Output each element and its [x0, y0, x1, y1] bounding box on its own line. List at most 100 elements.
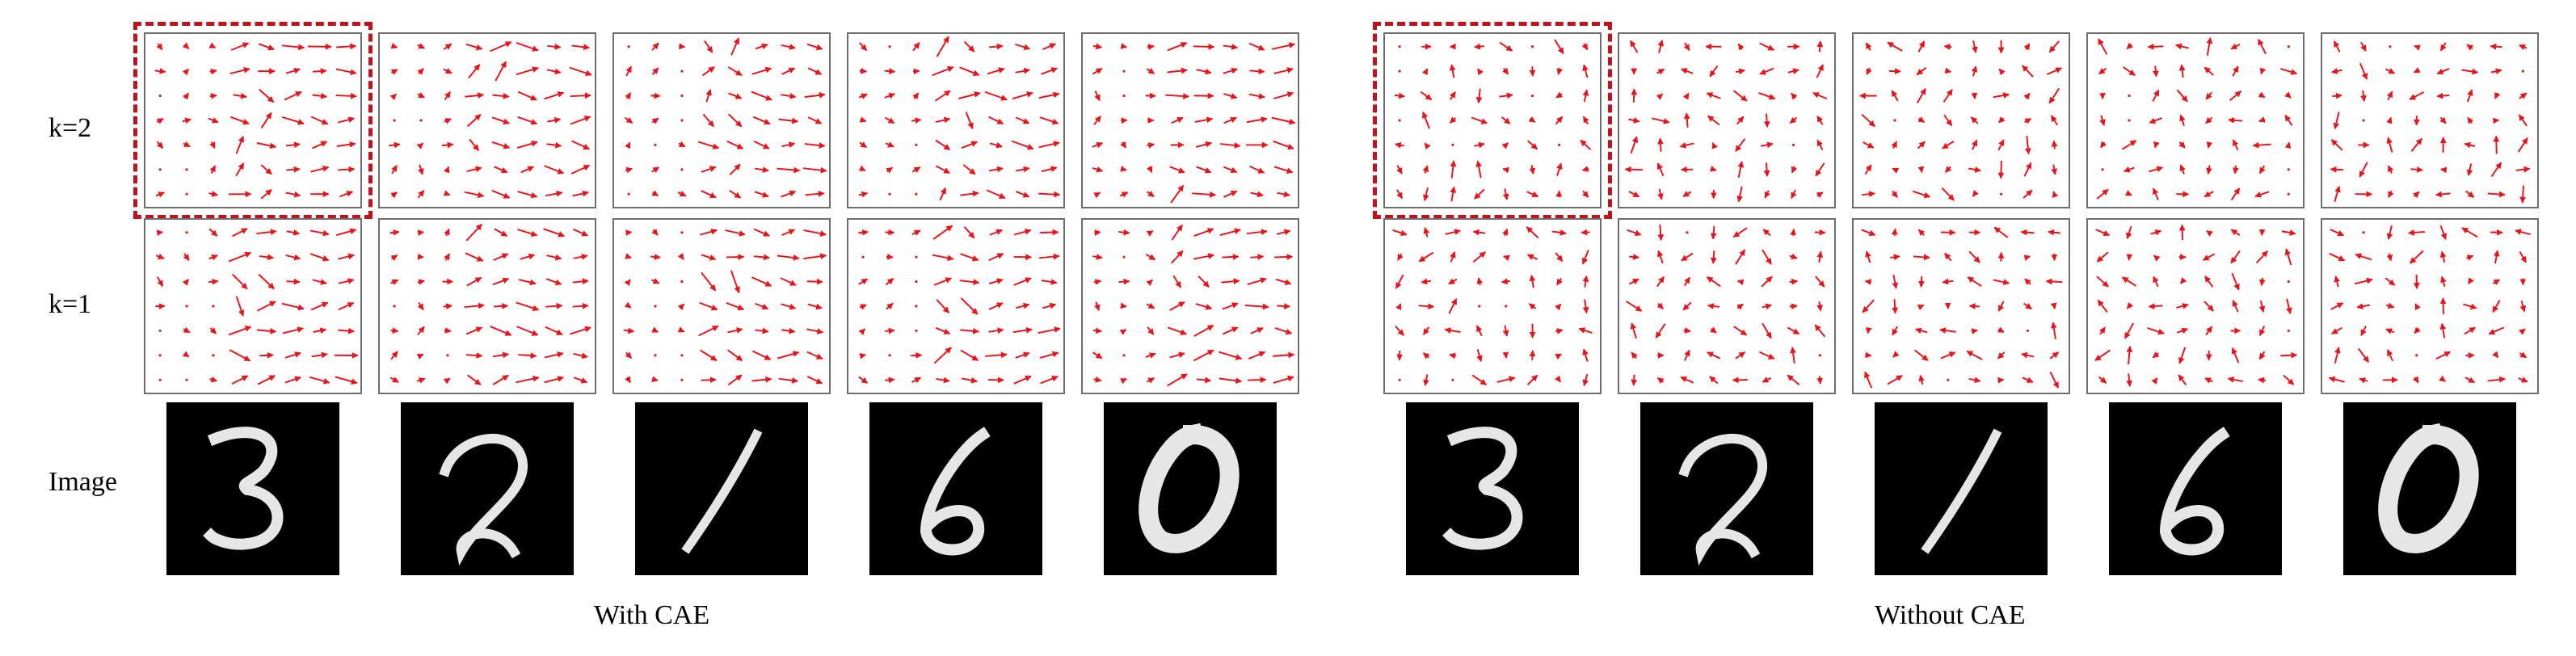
field-arrow	[753, 141, 770, 149]
field-point	[1122, 94, 1126, 98]
field-point	[915, 255, 918, 259]
digit-stroke	[439, 434, 528, 566]
field-arrow	[1396, 165, 1403, 175]
field-arrow	[1862, 299, 1875, 313]
field-arrow	[182, 42, 190, 49]
field-arrow	[2466, 163, 2473, 176]
field-arrow	[806, 43, 823, 51]
field-arrow	[1762, 249, 1772, 265]
field-arrow	[1888, 68, 1901, 75]
field-arrow	[390, 327, 399, 334]
field-arrow	[1418, 303, 1435, 310]
field-arrow	[2258, 326, 2266, 337]
field-arrow	[233, 92, 247, 99]
field-arrow	[625, 65, 633, 77]
field-arrow	[1735, 249, 1746, 265]
digit-stroke	[1139, 423, 1240, 553]
field-arrow	[156, 229, 164, 236]
field-arrow	[885, 376, 895, 384]
field-arrow	[1041, 67, 1058, 75]
field-arrow	[1706, 92, 1721, 99]
field-point	[1478, 305, 1481, 308]
field-arrow	[1475, 160, 1482, 179]
field-arrow	[1093, 327, 1102, 334]
field-arrow	[2281, 229, 2296, 236]
field-arrow	[1496, 376, 1516, 383]
field-point	[680, 378, 684, 381]
field-arrow	[1892, 274, 1899, 289]
field-arrow	[755, 43, 768, 50]
field-arrow	[154, 68, 166, 74]
field-arrow	[1273, 166, 1294, 174]
field-arrow	[2330, 229, 2345, 237]
field-arrow	[1816, 301, 1823, 312]
field-point	[915, 192, 918, 196]
field-arrow	[960, 327, 979, 334]
field-arrow	[1651, 117, 1670, 124]
field-arrow	[209, 141, 216, 149]
field-arrow	[416, 142, 424, 149]
field-arrow	[1972, 190, 1979, 197]
field-arrow	[444, 166, 450, 174]
field-arrow	[516, 42, 539, 52]
field-arrow	[1167, 41, 1188, 52]
field-arrow	[417, 190, 425, 199]
field-arrow	[884, 68, 896, 75]
field-arrow	[2252, 141, 2271, 149]
field-arrow	[2021, 351, 2035, 359]
field-arrow	[281, 44, 305, 51]
field-arrow	[1275, 278, 1292, 286]
field-arrow	[1193, 43, 1215, 50]
field-arrow	[781, 190, 797, 198]
field-arrow	[2328, 376, 2345, 383]
field-arrow	[1787, 68, 1799, 74]
field-point	[2026, 329, 2030, 333]
field-arrow	[495, 61, 507, 82]
field-arrow	[2152, 351, 2160, 359]
field-arrow	[417, 68, 424, 75]
field-arrow	[2439, 225, 2448, 240]
field-arrow	[2124, 322, 2135, 339]
field-arrow	[2330, 68, 2342, 74]
field-arrow	[755, 302, 769, 310]
field-arrow	[751, 276, 772, 287]
field-arrow	[2124, 190, 2132, 196]
field-arrow	[807, 116, 823, 124]
field-arrow	[679, 43, 686, 50]
field-arrow	[1038, 91, 1060, 99]
field-arrow	[777, 351, 800, 360]
field-arrow	[285, 141, 301, 149]
field-arrow	[1449, 116, 1457, 124]
field-arrow	[286, 229, 301, 236]
field-arrow	[1657, 137, 1664, 152]
field-arrow	[546, 254, 562, 261]
field-arrow	[1762, 322, 1772, 339]
field-arrow	[2022, 65, 2034, 78]
field-arrow	[2467, 116, 2474, 124]
field-arrow	[1040, 375, 1059, 385]
field-arrow	[1711, 141, 1718, 149]
field-arrow	[337, 116, 356, 124]
field-arrow	[1681, 68, 1694, 74]
field-arrow	[418, 164, 424, 175]
field-point	[2362, 119, 2365, 122]
field-arrow	[2126, 254, 2133, 261]
field-arrow	[1680, 376, 1694, 384]
field-arrow	[1998, 116, 2006, 124]
field-arrow	[2259, 67, 2267, 75]
field-arrow	[1628, 191, 1640, 198]
field-arrow	[1554, 375, 1562, 383]
field-arrow	[1499, 41, 1513, 52]
field-arrow	[885, 277, 894, 286]
field-arrow	[573, 253, 588, 260]
field-arrow	[1787, 326, 1800, 335]
field-arrow	[858, 93, 868, 99]
field-arrow	[777, 166, 801, 174]
field-arrow	[1038, 326, 1061, 334]
field-arrow	[2047, 67, 2062, 75]
digit-image-g0-c3	[869, 402, 1042, 575]
field-arrow	[2126, 42, 2133, 50]
field-arrow	[544, 165, 565, 175]
field-arrow	[1474, 43, 1484, 50]
field-arrow	[546, 68, 562, 75]
